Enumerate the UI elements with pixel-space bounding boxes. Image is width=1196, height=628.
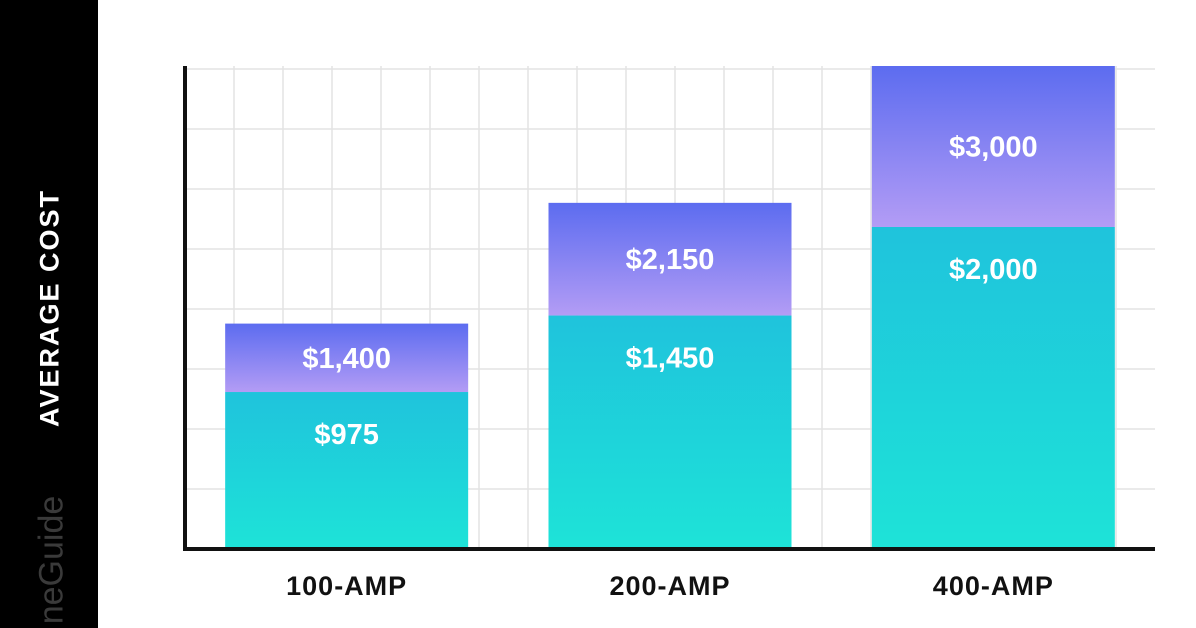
data-label-high: $3,000 xyxy=(949,132,1038,164)
data-label-high: $2,150 xyxy=(626,244,715,276)
axes xyxy=(183,66,1155,551)
bar-segment-high xyxy=(225,323,469,393)
data-label-low: $2,000 xyxy=(949,254,1038,286)
x-tick-label: 400-AMP xyxy=(933,571,1054,601)
bar-segment-high xyxy=(871,66,1115,227)
left-band: AVERAGE COST neGuide xyxy=(0,0,98,628)
data-labels: $1,400 $975 $2,150 $1,450 $3,000 $2,000 xyxy=(302,132,1037,452)
x-tick-labels: 100-AMP 200-AMP 400-AMP xyxy=(286,571,1054,601)
bar-segment-low xyxy=(871,227,1115,549)
data-label-high: $1,400 xyxy=(302,343,391,375)
bar-segment-high xyxy=(548,202,792,316)
x-tick-label: 200-AMP xyxy=(609,571,730,601)
data-label-low: $975 xyxy=(314,419,379,451)
bars xyxy=(225,66,1115,549)
bar-segment-low xyxy=(548,315,792,549)
bar-segment-low xyxy=(225,392,469,549)
x-tick-label: 100-AMP xyxy=(286,571,407,601)
data-label-low: $1,450 xyxy=(626,343,715,375)
